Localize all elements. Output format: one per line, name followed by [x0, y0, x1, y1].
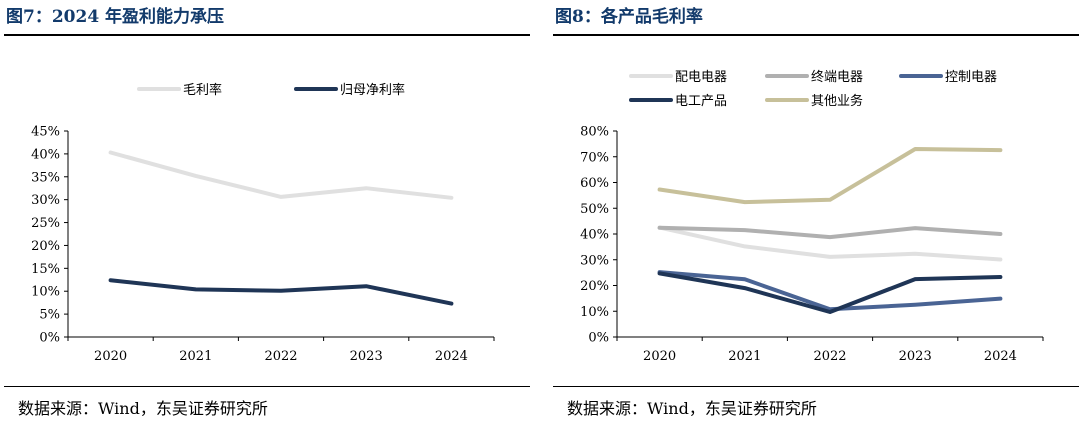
y-tick-label: 30%: [580, 253, 609, 268]
source-note: 数据来源：Wind，东吴证券研究所: [567, 399, 817, 418]
chart-title: 图8：各产品毛利率: [555, 7, 703, 27]
title-rule: [4, 34, 530, 36]
y-tick-label: 30%: [31, 193, 60, 208]
x-tick-label: 2020: [94, 349, 127, 364]
series-line-2: [108, 278, 454, 306]
y-tick-label: 0%: [39, 331, 60, 346]
y-tick-label: 60%: [580, 176, 609, 191]
y-tick-label: 25%: [31, 216, 60, 231]
title-rule: [553, 34, 1079, 36]
y-tick-label: 5%: [39, 308, 60, 323]
x-tick-label: 2024: [984, 349, 1017, 364]
x-tick-label: 2020: [643, 349, 676, 364]
source-note: 数据来源：Wind，东吴证券研究所: [18, 399, 268, 418]
y-tick-label: 10%: [580, 305, 609, 320]
x-tick-label: 2022: [813, 349, 846, 364]
chart-title: 图7：2024 年盈利能力承压: [6, 7, 225, 27]
y-tick-label: 20%: [31, 239, 60, 254]
x-tick-label: 2021: [728, 349, 761, 364]
product-margin-chart: 0% 10% 20% 30% 40% 50% 60% 70% 80% 2020 2021 2022 20…: [580, 69, 1044, 364]
x-tick-label: 2023: [899, 349, 932, 364]
legend-label: 配电电器: [675, 70, 727, 85]
series-line-2: [657, 225, 1003, 240]
legend-label: 其他业务: [811, 93, 863, 109]
y-tick-label: 0%: [588, 331, 609, 346]
y-tick-label: 70%: [580, 150, 609, 165]
legend-label: 终端电器: [811, 69, 863, 85]
legend-label: 控制电器: [945, 70, 997, 85]
source-rule: [4, 386, 530, 387]
y-tick-label: 15%: [31, 262, 60, 277]
chart-panel-right: 图8：各产品毛利率 0% 10% 20% 30% 40% 50% 60% 70% 80% 2020…: [553, 0, 1080, 430]
series-line-4: [657, 271, 1003, 314]
profitability-chart: 0% 5% 10% 15% 20% 25% 30% 35% 40% 45% 2020 2021 2022…: [31, 82, 495, 364]
y-tick-label: 20%: [580, 279, 609, 294]
source-rule: [553, 386, 1079, 387]
legend-label: 毛利率: [183, 82, 222, 98]
y-tick-label: 45%: [31, 125, 60, 140]
x-tick-label: 2024: [435, 349, 468, 364]
y-tick-label: 35%: [31, 170, 60, 185]
y-tick-label: 80%: [580, 125, 609, 140]
x-tick-label: 2023: [350, 349, 383, 364]
y-tick-label: 50%: [580, 202, 609, 217]
legend-label: 电工产品: [675, 94, 727, 109]
series-line-1: [657, 225, 1003, 262]
series-line-1: [108, 150, 454, 200]
series-line-3: [657, 270, 1003, 312]
x-tick-label: 2021: [179, 349, 212, 364]
y-tick-label: 10%: [31, 285, 60, 300]
chart-panel-left: 图7：2024 年盈利能力承压 0% 5% 10% 15% 20% 25% 30% 35% 40…: [4, 0, 532, 430]
y-tick-label: 40%: [31, 147, 60, 162]
y-tick-label: 40%: [580, 228, 609, 243]
x-tick-label: 2022: [264, 349, 297, 364]
legend-label: 归母净利率: [340, 82, 405, 98]
series-line-5: [657, 147, 1003, 205]
